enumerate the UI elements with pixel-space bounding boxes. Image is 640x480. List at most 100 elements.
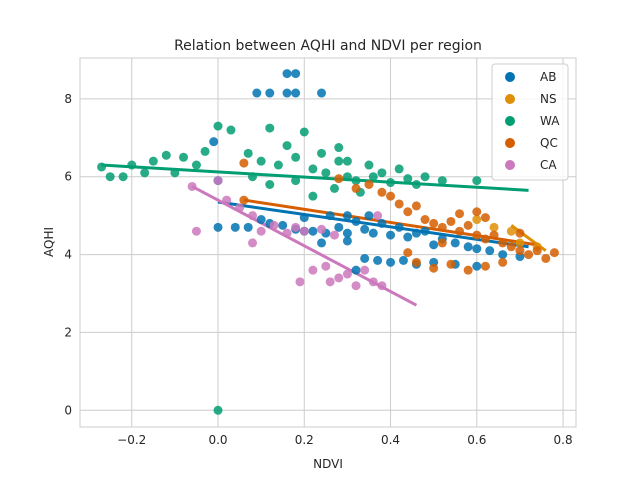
data-point-ab <box>351 265 361 275</box>
data-point-ab <box>485 246 495 256</box>
legend-marker-qc <box>505 138 515 148</box>
data-point-wa <box>299 127 309 137</box>
data-point-wa <box>170 168 180 178</box>
data-point-ca <box>321 261 331 271</box>
y-tick-label: 2 <box>64 325 72 339</box>
data-point-wa <box>273 160 283 170</box>
data-point-ca <box>256 226 266 236</box>
data-point-ab <box>243 222 253 232</box>
data-point-wa <box>329 183 339 193</box>
legend: AB NS WA QC CA <box>491 63 569 181</box>
data-point-ca <box>222 195 232 205</box>
data-point-wa <box>364 160 374 170</box>
legend-box <box>491 63 569 181</box>
data-point-ab <box>377 218 387 228</box>
data-point-ab <box>230 222 240 232</box>
data-point-ca <box>191 226 201 236</box>
data-point-qc <box>386 191 396 201</box>
data-point-wa <box>161 150 171 160</box>
data-point-wa <box>105 172 115 182</box>
data-point-ab <box>398 255 408 265</box>
data-point-ab <box>429 240 439 250</box>
data-point-wa <box>403 174 413 184</box>
data-point-qc <box>455 209 465 219</box>
data-point-wa <box>411 180 421 190</box>
data-point-ca <box>213 176 223 186</box>
data-point-ca <box>282 228 292 238</box>
data-point-ca <box>368 277 378 287</box>
data-point-wa <box>291 152 301 162</box>
x-tick-label: 0.4 <box>381 433 400 447</box>
data-point-qc <box>403 248 413 258</box>
data-point-wa <box>368 172 378 182</box>
data-point-qc <box>524 250 534 260</box>
y-tick-label: 4 <box>64 248 72 262</box>
data-point-qc <box>515 246 525 256</box>
data-point-qc <box>420 215 430 225</box>
y-tick-label: 8 <box>64 92 72 106</box>
data-point-wa <box>394 164 404 174</box>
data-point-qc <box>489 230 499 240</box>
data-point-ab <box>472 261 482 271</box>
data-point-wa <box>351 176 361 186</box>
data-point-qc <box>498 238 508 248</box>
data-point-ca <box>360 265 370 275</box>
data-point-qc <box>351 183 361 193</box>
data-point-wa <box>386 178 396 188</box>
data-point-ab <box>291 88 301 98</box>
data-point-ab <box>498 250 508 260</box>
data-point-ab <box>411 228 421 238</box>
data-point-ab <box>450 238 460 248</box>
data-point-ca <box>373 211 383 221</box>
y-axis-label: AQHI <box>42 227 56 257</box>
legend-marker-wa <box>505 116 515 126</box>
data-point-qc <box>532 246 542 256</box>
data-point-wa <box>248 172 258 182</box>
data-point-qc <box>411 257 421 267</box>
data-point-ab <box>463 242 473 252</box>
data-point-qc <box>411 201 421 211</box>
data-point-ab <box>420 226 430 236</box>
data-point-ca <box>334 273 344 283</box>
data-point-ab <box>282 88 292 98</box>
data-point-qc <box>541 253 551 263</box>
data-point-qc <box>472 207 482 217</box>
data-point-ns <box>506 226 516 236</box>
data-point-qc <box>498 257 508 267</box>
data-point-ab <box>265 88 275 98</box>
data-point-ab <box>209 137 219 147</box>
y-tick-label: 0 <box>64 403 72 417</box>
data-point-qc <box>437 238 447 248</box>
data-point-qc <box>472 230 482 240</box>
data-point-ab <box>403 232 413 242</box>
data-point-ca <box>295 277 305 287</box>
data-point-qc <box>446 259 456 269</box>
x-tick-label: 0.0 <box>208 433 227 447</box>
data-point-ab <box>342 211 352 221</box>
data-point-qc <box>429 218 439 228</box>
data-point-wa <box>420 172 430 182</box>
data-point-qc <box>455 226 465 236</box>
data-point-qc <box>364 180 374 190</box>
data-point-qc <box>334 174 344 184</box>
data-point-ab <box>291 69 301 79</box>
y-tick-labels: 0 2 4 6 8 <box>64 92 72 417</box>
data-point-ab <box>342 228 352 238</box>
data-point-wa <box>321 168 331 178</box>
data-point-wa <box>226 125 236 135</box>
data-point-wa <box>256 156 266 166</box>
data-point-wa <box>140 168 150 178</box>
data-point-wa <box>118 172 128 182</box>
data-point-ca <box>325 277 335 287</box>
data-point-ca <box>248 238 258 248</box>
data-point-ca <box>187 181 197 191</box>
data-point-ca <box>351 281 361 291</box>
data-point-ab <box>308 226 318 236</box>
data-point-ca <box>377 281 387 291</box>
data-point-ca <box>269 220 279 230</box>
legend-marker-ca <box>505 160 515 170</box>
y-tick-label: 6 <box>64 170 72 184</box>
data-point-ab <box>213 222 223 232</box>
data-point-qc <box>377 187 387 197</box>
data-point-ab <box>342 236 352 246</box>
